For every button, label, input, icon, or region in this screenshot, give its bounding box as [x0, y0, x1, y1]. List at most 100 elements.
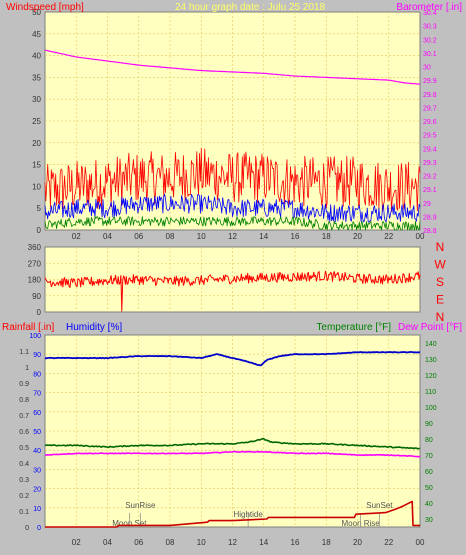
chart-title: 24 hour graph date : Julu 25 2018 — [175, 2, 326, 13]
rainfall-tick-label: 0.3 — [19, 477, 29, 484]
direction-tick-label: 360 — [28, 243, 42, 252]
windspeed-tick-label: 30 — [32, 95, 41, 104]
temperature-tick-label: 40 — [425, 501, 433, 508]
compass-label: S — [436, 275, 444, 289]
2-x-tick-label: 08 — [166, 538, 175, 547]
windspeed-tick-label: 15 — [32, 161, 41, 170]
temperature-tick-label: 140 — [425, 341, 437, 348]
0-x-tick-label: 18 — [322, 232, 331, 241]
compass-label: N — [436, 310, 445, 324]
humidity-tick-label: 30 — [33, 467, 41, 474]
humidity-tick-label: 50 — [33, 429, 41, 436]
humidity-axis-label: Humidity [%] — [66, 322, 122, 333]
rainfall-tick-label: 1.1 — [19, 349, 29, 356]
humidity-tick-label: 10 — [33, 506, 41, 513]
0-x-tick-label: 22 — [384, 232, 393, 241]
rainfall-axis-label: Rainfall [.in] — [2, 322, 54, 333]
rainfall-tick-label: 0.8 — [19, 397, 29, 404]
temperature-tick-label: 90 — [425, 421, 433, 428]
humidity-series — [45, 351, 421, 367]
humidity-tick-label: 40 — [33, 448, 41, 455]
barometer-tick-label: 30.3 — [423, 24, 437, 31]
2-x-tick-label: 14 — [259, 538, 268, 547]
compass-label: N — [436, 240, 445, 254]
0-x-tick-label: 02 — [72, 232, 81, 241]
humidity-tick-label: 0 — [37, 525, 41, 532]
humidity-tick-label: 90 — [33, 352, 41, 359]
0-x-tick-label: 06 — [134, 232, 143, 241]
temperature-tick-label: 70 — [425, 453, 433, 460]
compass-label: E — [436, 293, 444, 307]
0-x-tick-label: 00 — [416, 232, 425, 241]
rainfall-tick-label: 1 — [25, 365, 29, 372]
barometer-tick-label: 29.3 — [423, 160, 437, 167]
2-x-tick-label: 22 — [384, 538, 393, 547]
windspeed-tick-label: 25 — [32, 117, 41, 126]
temperature-tick-label: 80 — [425, 437, 433, 444]
0-x-tick-label: 14 — [259, 232, 268, 241]
dewpoint-axis-label: Dew Point [°F] — [398, 322, 462, 333]
barometer-tick-label: 29.5 — [423, 133, 437, 140]
windspeed-tick-label: 45 — [32, 30, 41, 39]
temperature-series — [44, 437, 420, 450]
2-x-tick-label: 10 — [197, 538, 206, 547]
barometer-series — [44, 49, 421, 85]
temperature-tick-label: 120 — [425, 373, 437, 380]
rainfall-tick-label: 0.2 — [19, 493, 29, 500]
direction-tick-label: 270 — [28, 259, 42, 268]
0-x-tick-label: 10 — [197, 232, 206, 241]
temperature-tick-label: 110 — [425, 389, 436, 396]
barometer-tick-label: 30.2 — [423, 37, 437, 44]
0-x-tick-label: 08 — [166, 232, 175, 241]
barometer-tick-label: 30 — [423, 65, 431, 72]
2-x-tick-label: 18 — [322, 538, 331, 547]
barometer-tick-label: 29.7 — [423, 105, 437, 112]
wind-gust-series — [44, 193, 421, 223]
temperature-tick-label: 100 — [425, 405, 437, 412]
2-x-tick-label: 00 — [416, 538, 425, 547]
temperature-tick-label: 30 — [425, 517, 433, 524]
2-x-tick-label: 12 — [228, 538, 237, 547]
rainfall-tick-label: 0.1 — [19, 509, 29, 516]
0-x-tick-label: 16 — [291, 232, 300, 241]
rainfall-tick-label: 0.4 — [19, 461, 29, 468]
dewpoint-series — [44, 450, 421, 458]
windspeed-tick-label: 40 — [32, 52, 41, 61]
2-x-tick-label: 02 — [72, 538, 81, 547]
temperature-axis-label: Temperature [°F] — [316, 322, 391, 333]
barometer-tick-label: 28.9 — [423, 214, 437, 221]
windspeed-tick-label: 35 — [32, 73, 41, 82]
wind-speed-series — [44, 147, 421, 213]
event-annotation: SunRise — [125, 501, 156, 510]
event-annotation: Moon Set — [112, 519, 147, 528]
2-x-tick-label: 20 — [353, 538, 362, 547]
temperature-tick-label: 50 — [425, 485, 433, 492]
barometer-tick-label: 29.4 — [423, 146, 437, 153]
windspeed-tick-label: 5 — [37, 204, 42, 213]
temperature-tick-label: 130 — [425, 357, 437, 364]
windspeed-tick-label: 20 — [32, 139, 41, 148]
humidity-tick-label: 80 — [33, 371, 41, 378]
humidity-tick-label: 70 — [33, 391, 41, 398]
humidity-tick-label: 20 — [33, 487, 41, 494]
direction-tick-label: 90 — [32, 292, 41, 301]
barometer-tick-label: 28.8 — [423, 228, 437, 235]
windspeed-tick-label: 0 — [37, 226, 42, 235]
barometer-tick-label: 29.8 — [423, 92, 437, 99]
barometer-axis-label: Barometer [.in] — [396, 2, 462, 13]
rainfall-tick-label: 0.9 — [19, 381, 29, 388]
rainfall-series — [45, 500, 420, 528]
0-x-tick-label: 20 — [353, 232, 362, 241]
windspeed-tick-label: 10 — [32, 182, 41, 191]
barometer-tick-label: 29.1 — [423, 187, 437, 194]
barometer-tick-label: 29.2 — [423, 174, 437, 181]
barometer-tick-label: 29.9 — [423, 78, 437, 85]
rainfall-tick-label: 0.5 — [19, 445, 29, 452]
2-x-tick-label: 16 — [291, 538, 300, 547]
windspeed-axis-label: Windspeed [mph] — [6, 2, 84, 13]
event-annotation: SunSet — [366, 501, 393, 510]
windspeed-tick-label: 50 — [32, 8, 41, 17]
wind-average-series — [44, 216, 421, 231]
